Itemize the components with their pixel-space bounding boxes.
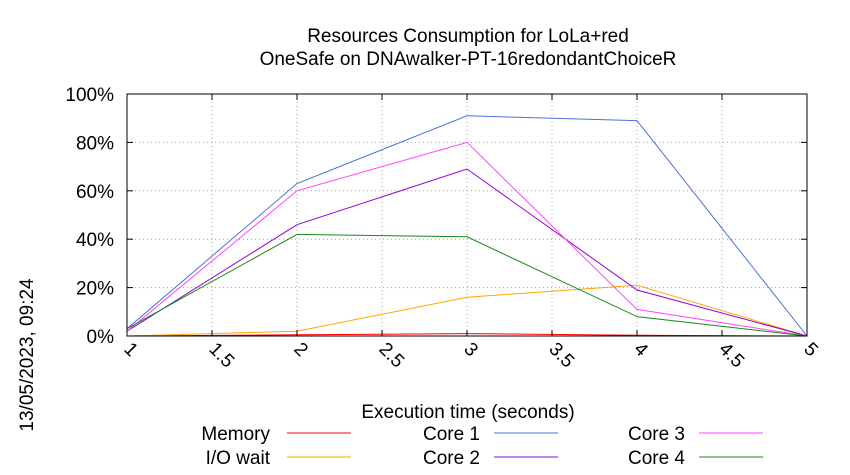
chart-title: Resources Consumption for LoLa+red: [307, 26, 629, 47]
legend-label-core-1: Core 1: [423, 424, 480, 445]
x-tick-label: 3: [459, 339, 481, 361]
x-tick-label: 5: [799, 339, 821, 361]
y-tick-label: 40%: [76, 230, 114, 251]
x-tick-label: 4.5: [714, 339, 748, 373]
y-tick-label: 80%: [76, 133, 114, 154]
axis-ticks: 0% 20% 40% 60% 80% 100% 1 1.5 2 2.5 3 3.5 4 4.5 5: [65, 85, 821, 372]
legend-label-core-3: Core 3: [628, 424, 685, 445]
y-tick-label: 100%: [65, 85, 114, 106]
x-tick-label: 2: [289, 339, 311, 361]
x-tick-label: 2.5: [374, 339, 408, 373]
series-line-core-2: [126, 168, 808, 337]
series-line-core-4: [126, 233, 808, 337]
x-tick-label: 1.5: [204, 339, 238, 373]
y-tick-label: 20%: [76, 279, 114, 300]
grid-lines: [126, 93, 808, 337]
timestamp-label: 13/05/2023, 09:24: [17, 278, 38, 432]
x-tick-label: 1: [119, 339, 141, 361]
y-tick-label: 60%: [76, 182, 114, 203]
y-tick-label: 0%: [87, 327, 115, 348]
legend-label-memory: Memory: [201, 424, 270, 445]
legend: Memory I/O wait Core 1 Core 2 Core 3 Core 4: [201, 424, 763, 469]
series-line-i-o-wait: [126, 284, 808, 337]
x-axis-label: Execution time (seconds): [361, 402, 574, 423]
series-line-core-3: [126, 141, 808, 337]
x-tick-label: 4: [629, 339, 652, 362]
series-line-core-1: [126, 115, 808, 337]
legend-label-i-o-wait: I/O wait: [206, 448, 271, 469]
chart-subtitle: OneSafe on DNAwalker-PT-16redondantChoic…: [260, 49, 677, 70]
legend-label-core-2: Core 2: [423, 448, 480, 469]
x-tick-label: 3.5: [544, 339, 578, 373]
legend-label-core-4: Core 4: [628, 448, 685, 469]
